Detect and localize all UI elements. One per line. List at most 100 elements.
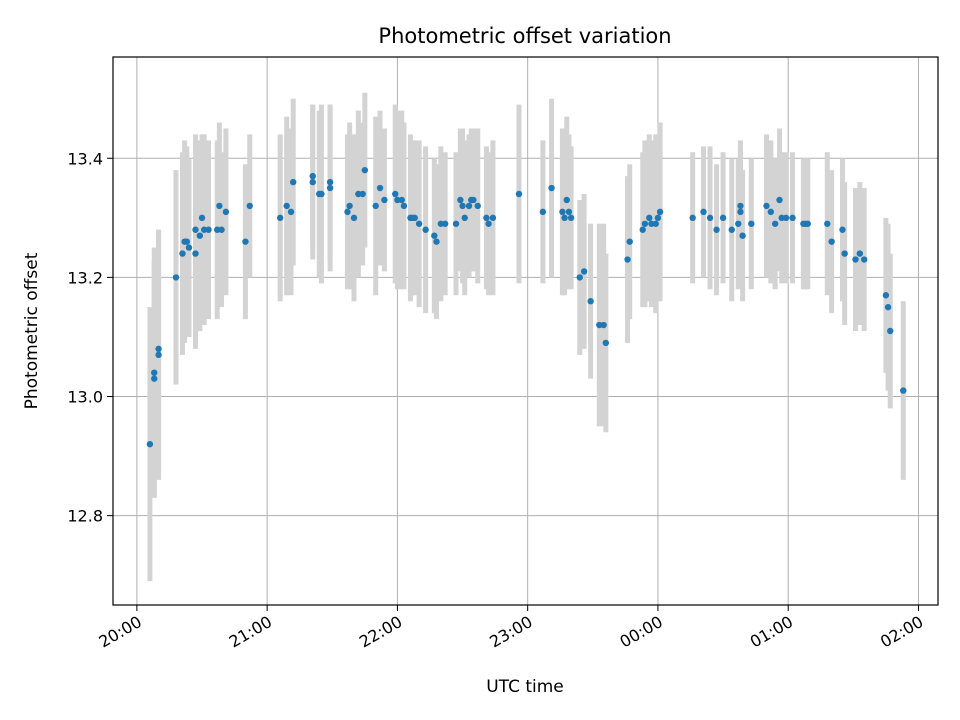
data-point (196, 232, 204, 239)
data-point (887, 327, 894, 335)
data-point (600, 321, 607, 329)
data-point (561, 214, 568, 222)
data-point (824, 220, 831, 227)
y-axis-label: Photometric offset (22, 252, 42, 409)
data-point (326, 184, 334, 192)
grid (113, 57, 938, 605)
data-point (719, 214, 727, 222)
data-point (222, 208, 230, 216)
data-point (151, 375, 158, 382)
data-point (441, 220, 449, 227)
x-tick-label: 22:00 (356, 612, 405, 652)
x-axis-label: UTC time (486, 677, 564, 697)
x-tick-label: 02:00 (877, 612, 926, 652)
data-point (852, 256, 859, 263)
data-point (602, 339, 610, 347)
x-tick-label: 20:00 (95, 612, 144, 652)
data-point (782, 214, 790, 222)
x-tick-label: 00:00 (617, 612, 666, 652)
data-point (192, 226, 199, 233)
data-point (155, 351, 162, 359)
chart-title: Photometric offset variation (378, 24, 671, 48)
data-point (737, 208, 744, 216)
data-point (459, 202, 466, 210)
data-point (728, 226, 735, 233)
data-point (287, 208, 295, 216)
data-point (400, 202, 408, 210)
data-point (489, 214, 497, 222)
data-point (652, 220, 659, 227)
data-point (771, 220, 779, 227)
data-point (624, 256, 631, 263)
data-point (515, 190, 523, 198)
data-point (748, 220, 755, 227)
x-tick-label: 21:00 (226, 612, 275, 652)
data-point (654, 214, 662, 222)
data-point (639, 226, 646, 233)
data-point (283, 202, 290, 210)
plot-frame (112, 56, 939, 606)
data-point (198, 214, 206, 222)
data-point (737, 202, 744, 210)
data-point (289, 178, 297, 186)
data-point (433, 238, 440, 245)
data-point (146, 440, 154, 448)
data-point (422, 226, 429, 233)
data-point (559, 208, 566, 216)
data-point (465, 202, 473, 210)
data-point (776, 196, 783, 204)
data-point (415, 220, 423, 227)
data-point (689, 214, 696, 222)
data-point (205, 226, 212, 233)
data-point (485, 220, 492, 227)
data-point (646, 214, 653, 222)
data-point (565, 208, 573, 216)
data-point (361, 166, 369, 174)
data-point (359, 190, 366, 198)
data-point (346, 202, 353, 210)
data-point (309, 172, 316, 180)
data-point (350, 214, 358, 222)
data-point (411, 214, 418, 222)
error-bars (147, 92, 906, 582)
data-point (841, 250, 848, 257)
data-point (151, 369, 158, 376)
data-point (548, 184, 555, 192)
data-point (713, 226, 720, 233)
y-tick-label: 13.2 (67, 268, 103, 287)
data-point (567, 214, 575, 222)
x-tick-label: 01:00 (747, 612, 796, 652)
data-point (452, 220, 460, 227)
data-point (344, 208, 351, 216)
data-point (563, 196, 570, 204)
data-points (146, 166, 907, 448)
data-point (767, 208, 775, 216)
data-point (183, 238, 191, 245)
data-point (172, 274, 180, 281)
data-point (828, 238, 835, 245)
data-point (242, 238, 249, 245)
data-point (185, 244, 193, 251)
y-tick-label: 12.8 (67, 507, 103, 526)
data-point (155, 345, 162, 353)
data-point (706, 214, 714, 222)
data-point (246, 202, 253, 210)
data-point (804, 220, 811, 227)
data-point (735, 220, 742, 227)
data-point (576, 274, 583, 281)
data-point (218, 226, 225, 233)
data-point (656, 208, 664, 216)
data-point (884, 303, 892, 311)
data-point (700, 208, 707, 216)
data-point (900, 387, 907, 394)
y-tick-label: 13.0 (67, 388, 103, 407)
data-point (474, 202, 481, 210)
x-axis: 20:00 21:00 22:00 23:00 00:00 01:00 02:00 (95, 605, 926, 652)
data-point (398, 196, 405, 204)
data-point (587, 298, 594, 305)
data-point (392, 190, 399, 198)
y-tick-label: 13.4 (67, 149, 103, 168)
y-axis: 12.8 13.0 13.2 13.4 (67, 149, 113, 526)
data-point (381, 196, 388, 204)
